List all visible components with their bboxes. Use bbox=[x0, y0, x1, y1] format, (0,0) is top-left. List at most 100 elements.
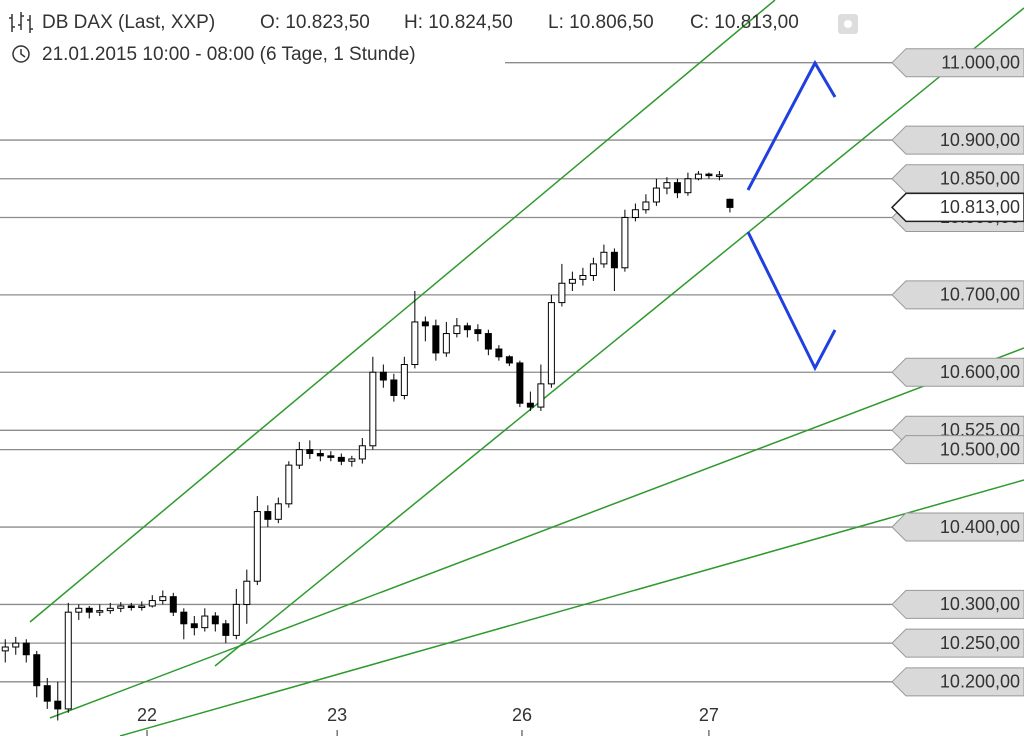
candle-body bbox=[148, 600, 156, 607]
candle-body bbox=[12, 642, 20, 648]
candle-body bbox=[274, 503, 282, 520]
candle-body bbox=[138, 605, 146, 609]
candle-body bbox=[558, 282, 566, 304]
candle-body bbox=[652, 187, 660, 203]
arrow-down bbox=[746, 231, 837, 372]
level-label: 10.300,00 bbox=[940, 594, 1020, 614]
clock-icon bbox=[12, 45, 30, 63]
candle-body bbox=[85, 607, 93, 613]
level-label: 10.500,00 bbox=[940, 439, 1020, 459]
candle-body bbox=[1, 646, 9, 652]
levels bbox=[0, 62, 892, 683]
candle-body bbox=[316, 453, 324, 457]
candle-body bbox=[453, 325, 461, 335]
candle-body bbox=[463, 325, 471, 331]
candle-body bbox=[75, 607, 83, 613]
candle-body bbox=[579, 275, 587, 280]
level-label: 10.200,00 bbox=[940, 672, 1020, 692]
level-label: 11.000,00 bbox=[941, 52, 1020, 72]
candle-body bbox=[232, 603, 240, 636]
candle-body bbox=[442, 333, 450, 354]
candle-body bbox=[715, 174, 723, 177]
candle-body bbox=[673, 182, 681, 194]
candle-body bbox=[117, 605, 125, 609]
level-label: 10.850,00 bbox=[940, 169, 1020, 189]
candle-body bbox=[169, 596, 177, 613]
candle-body bbox=[589, 263, 597, 277]
level-tag bbox=[891, 164, 1024, 194]
candle-body bbox=[547, 302, 555, 385]
header: DB DAX (Last, XXP) O: 10.823,50 H: 10.82… bbox=[9, 12, 858, 65]
candle-body bbox=[348, 458, 356, 462]
candles bbox=[1, 171, 734, 721]
candle-body bbox=[684, 178, 692, 194]
candle-body bbox=[190, 623, 198, 629]
candle-body bbox=[694, 173, 702, 180]
candle-body bbox=[705, 173, 713, 177]
bars-icon bbox=[9, 12, 33, 33]
candle-body bbox=[285, 464, 293, 505]
x-tick-label: 27 bbox=[699, 705, 719, 725]
settings-icon bbox=[844, 20, 852, 28]
candle-body bbox=[54, 700, 62, 710]
level-tag bbox=[891, 667, 1024, 697]
candle-body bbox=[642, 201, 650, 211]
candle-body bbox=[495, 348, 503, 358]
candle-body bbox=[127, 605, 135, 609]
price-tags: 11.000,0010.900,0010.850,0010.800,0010.7… bbox=[890, 48, 1024, 697]
x-axis: 22 23 26 27 bbox=[137, 705, 719, 736]
candle-body bbox=[211, 615, 219, 625]
candle-body bbox=[327, 455, 335, 458]
candle-body bbox=[306, 449, 314, 455]
candle-body bbox=[64, 611, 72, 710]
candle-body bbox=[600, 251, 608, 265]
candle-body bbox=[43, 685, 51, 702]
candle-body bbox=[264, 511, 272, 520]
trendline bbox=[119, 479, 1024, 736]
candle-body bbox=[526, 402, 534, 408]
current-price-label: 10.813,00 bbox=[940, 197, 1020, 217]
candle-body bbox=[432, 325, 440, 354]
candle-body bbox=[568, 278, 576, 284]
level-label: 10.700,00 bbox=[940, 285, 1020, 305]
level-tag bbox=[891, 280, 1024, 310]
candle-body bbox=[201, 615, 209, 629]
level-tag bbox=[891, 48, 1024, 78]
candle-body bbox=[400, 364, 408, 396]
candle-body bbox=[295, 449, 303, 466]
candle-body bbox=[358, 445, 366, 460]
level-tag bbox=[891, 512, 1024, 542]
candle-body bbox=[390, 379, 398, 396]
candle-body bbox=[663, 182, 671, 189]
candle-body bbox=[631, 209, 639, 218]
level-label: 10.600,00 bbox=[940, 362, 1020, 382]
time-range: 21.01.2015 10:00 - 08:00 (6 Tage, 1 Stun… bbox=[42, 44, 416, 65]
candle-body bbox=[621, 216, 629, 269]
candle-body bbox=[243, 580, 251, 605]
trendline bbox=[29, 0, 776, 623]
candle-body bbox=[379, 371, 387, 381]
level-label: 10.400,00 bbox=[940, 517, 1020, 537]
clock-hands bbox=[20, 49, 26, 58]
candle-body bbox=[337, 456, 345, 462]
level-label: 10.525,00 bbox=[940, 420, 1020, 440]
x-tick-label: 23 bbox=[327, 705, 347, 725]
candle-body bbox=[610, 251, 618, 269]
candle-body bbox=[369, 371, 377, 447]
candle-body bbox=[222, 623, 230, 636]
level-tag bbox=[891, 628, 1024, 658]
candle-body bbox=[106, 607, 114, 612]
candle-body bbox=[505, 356, 513, 364]
open-value: O: 10.823,50 bbox=[260, 12, 370, 33]
candle-body bbox=[96, 610, 104, 613]
candle-body bbox=[726, 198, 734, 208]
candle-body bbox=[180, 611, 188, 625]
candle-body bbox=[159, 596, 167, 602]
x-tick-label: 26 bbox=[512, 705, 532, 725]
candle-body bbox=[22, 642, 30, 656]
projection-arrows bbox=[746, 59, 837, 372]
candle-body bbox=[474, 329, 482, 335]
candle-body bbox=[516, 362, 524, 404]
instrument: DB DAX (Last, XXP) bbox=[42, 12, 215, 33]
